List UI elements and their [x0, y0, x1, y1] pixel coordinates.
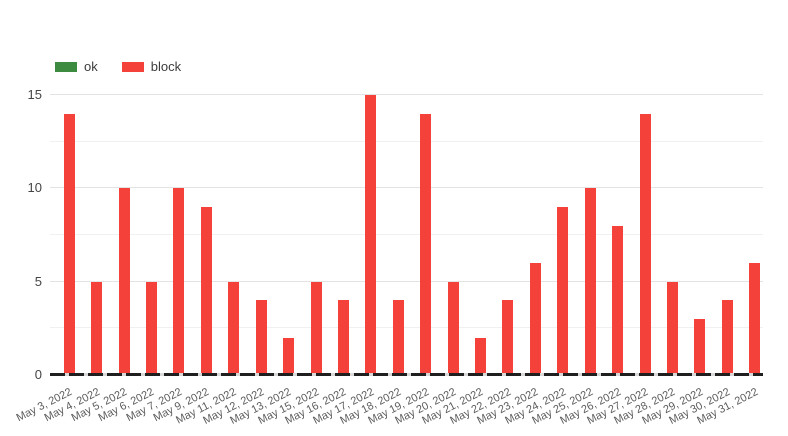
bar-block[interactable]: [118, 188, 130, 375]
bar-block[interactable]: [310, 281, 322, 375]
bar-group: [736, 95, 763, 375]
bar-block[interactable]: [694, 319, 706, 375]
bar-group: [434, 95, 461, 375]
bar-group: [708, 95, 735, 375]
y-axis-label: 0: [34, 367, 42, 382]
bar-block[interactable]: [200, 207, 212, 375]
bar-group: [187, 95, 214, 375]
y-axis-label: 5: [34, 273, 42, 289]
bar-block[interactable]: [639, 113, 651, 375]
bar-group: [571, 95, 598, 375]
bar-group: [653, 95, 680, 375]
bar-block[interactable]: [557, 207, 569, 375]
bar-group: [681, 95, 708, 375]
bar-block[interactable]: [255, 300, 267, 375]
bar-block[interactable]: [529, 263, 541, 375]
bar-group: [269, 95, 296, 375]
bar-block[interactable]: [420, 113, 432, 375]
bar-group: [324, 95, 351, 375]
bar-group: [626, 95, 653, 375]
bars-layer: [50, 95, 763, 375]
bar-block[interactable]: [502, 300, 514, 375]
plot-area: [50, 94, 763, 376]
bar-group: [544, 95, 571, 375]
bar-block[interactable]: [666, 281, 678, 375]
bar-block[interactable]: [584, 188, 596, 375]
bar-group: [489, 95, 516, 375]
bar-block[interactable]: [749, 263, 761, 375]
bar-group: [406, 95, 433, 375]
bar-block[interactable]: [91, 281, 103, 375]
bar-block[interactable]: [337, 300, 349, 375]
bar-block[interactable]: [475, 337, 487, 375]
x-axis-labels: May 3, 2022 May 4, 2022 May 5, 2022 May 6, …: [15, 378, 763, 436]
legend-swatch-block-icon: [121, 62, 144, 72]
bar-block[interactable]: [612, 225, 624, 375]
bar-group: [352, 95, 379, 375]
bar-group: [297, 95, 324, 375]
bar-group: [160, 95, 187, 375]
bar-group: [215, 95, 242, 375]
bar-block[interactable]: [447, 281, 459, 375]
bar-group: [379, 95, 406, 375]
legend-item-ok[interactable]: ok: [55, 60, 98, 74]
legend-swatch-ok-icon: [55, 62, 77, 72]
gridline: [50, 280, 763, 282]
bar-block[interactable]: [145, 281, 157, 375]
bar-block[interactable]: [392, 300, 404, 375]
gridline: [50, 234, 763, 235]
bar-group: [105, 95, 132, 375]
bar-group: [77, 95, 104, 375]
legend-item-block[interactable]: block: [121, 59, 182, 74]
gridline: [50, 327, 763, 329]
bar-block[interactable]: [173, 188, 185, 375]
bar-group: [461, 95, 488, 375]
gridline: [50, 94, 763, 95]
y-axis-label: 15: [27, 87, 42, 102]
gridline: [50, 187, 763, 189]
legend-label-ok: ok: [84, 59, 98, 74]
legend-label-block: block: [150, 59, 182, 74]
bar-block[interactable]: [63, 113, 75, 375]
x-axis-baseline: [50, 373, 763, 376]
bar-group: [132, 95, 159, 375]
y-axis-label: 10: [27, 180, 42, 196]
bar-group: [242, 95, 269, 375]
bar-block[interactable]: [228, 281, 240, 375]
chart-legend: ok block: [55, 60, 181, 74]
bar-block[interactable]: [365, 95, 377, 375]
bar-group: [516, 95, 543, 375]
bar-block[interactable]: [283, 337, 295, 375]
bar-group: [50, 95, 77, 375]
y-axis: 0 5 10 15: [0, 87, 42, 382]
gridline: [50, 140, 763, 142]
bar-block[interactable]: [721, 300, 733, 375]
bar-group: [598, 95, 625, 375]
